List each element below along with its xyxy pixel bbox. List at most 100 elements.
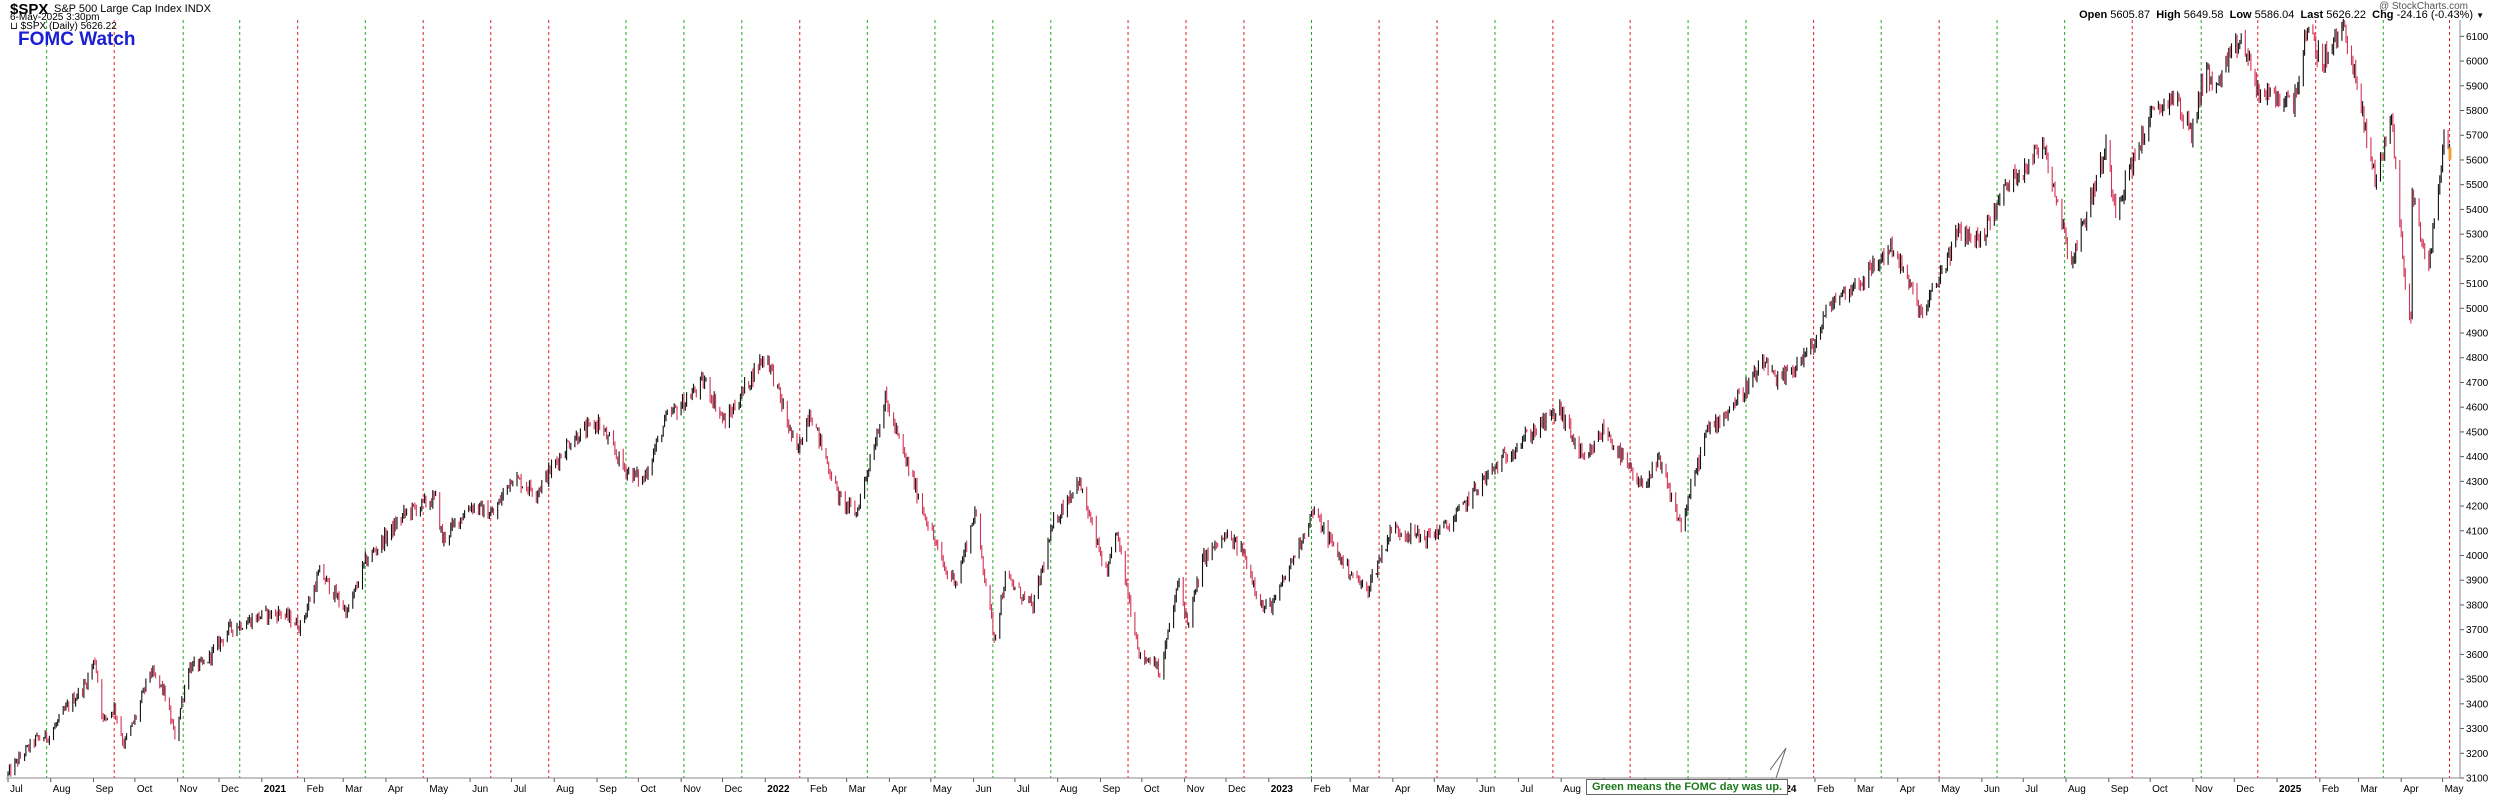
y-tick-label: 3800 bbox=[2466, 600, 2489, 611]
chart-title: FOMC Watch bbox=[18, 29, 136, 50]
y-tick-label: 4000 bbox=[2466, 551, 2489, 562]
x-tick-label: Aug bbox=[1060, 784, 1078, 795]
last-value: 5626.22 bbox=[2326, 9, 2366, 21]
x-tick-label: Jul bbox=[10, 784, 23, 795]
open-label: Open bbox=[2079, 9, 2108, 21]
y-tick-label: 5200 bbox=[2466, 254, 2489, 265]
fomc-lines bbox=[46, 20, 2450, 778]
y-tick-label: 4600 bbox=[2466, 403, 2489, 414]
x-tick-label: Apr bbox=[2403, 784, 2419, 795]
x-tick-label: Aug bbox=[556, 784, 574, 795]
y-tick-label: 5700 bbox=[2466, 131, 2489, 142]
x-tick-label: Mar bbox=[345, 784, 363, 795]
x-tick-label: Jul bbox=[1520, 784, 1533, 795]
chart-date: 6-May-2025 3:30pm bbox=[10, 12, 100, 23]
y-tick-label: 4500 bbox=[2466, 427, 2489, 438]
x-tick-label: 2023 bbox=[1271, 784, 1294, 795]
y-tick-label: 3400 bbox=[2466, 699, 2489, 710]
y-tick-label: 5800 bbox=[2466, 106, 2489, 117]
x-tick-label: Mar bbox=[2360, 784, 2378, 795]
y-tick-label: 6100 bbox=[2466, 32, 2489, 43]
y-tick-label: 4700 bbox=[2466, 378, 2489, 389]
index-name: S&P 500 Large Cap Index INDX bbox=[54, 3, 211, 15]
x-tick-label: Nov bbox=[683, 784, 701, 795]
last-price-marker bbox=[2448, 147, 2452, 160]
y-tick-label: 4900 bbox=[2466, 329, 2489, 340]
y-tick-label: 4400 bbox=[2466, 452, 2489, 463]
x-tick-label: Jun bbox=[472, 784, 488, 795]
y-tick-label: 3900 bbox=[2466, 576, 2489, 587]
y-tick-label: 3100 bbox=[2466, 774, 2489, 785]
legend-label: $SPX (Daily) 5626.22 bbox=[20, 21, 117, 32]
x-tick-label: Oct bbox=[640, 784, 656, 795]
y-tick-label: 4100 bbox=[2466, 526, 2489, 537]
chg-value: -24.16 (-0.43%) bbox=[2396, 9, 2474, 21]
y-tick-label: 3700 bbox=[2466, 625, 2489, 636]
x-tick-label: Oct bbox=[1144, 784, 1160, 795]
y-tick-label: 4200 bbox=[2466, 502, 2489, 513]
high-label: High bbox=[2156, 9, 2181, 21]
x-tick-label: May bbox=[429, 784, 448, 795]
x-tick-label: 2025 bbox=[2279, 784, 2302, 795]
price-series bbox=[7, 18, 2452, 777]
x-tick-label: Jul bbox=[1017, 784, 1030, 795]
y-axis: 3100 3200 3300 3400 3500 3600 3700 3800 3900 4000… bbox=[2460, 32, 2489, 785]
y-tick-label: 5300 bbox=[2466, 230, 2489, 241]
x-tick-label: Jun bbox=[976, 784, 992, 795]
x-tick-label: Dec bbox=[2236, 784, 2254, 795]
x-tick-label: Mar bbox=[849, 784, 867, 795]
x-tick-label: Jun bbox=[1479, 784, 1495, 795]
x-tick-label: Apr bbox=[891, 784, 907, 795]
y-tick-label: 5900 bbox=[2466, 81, 2489, 92]
series-legend: ⊔ $SPX (Daily) 5626.22 bbox=[10, 21, 117, 32]
watermark: @ StockCharts.com bbox=[2378, 1, 2468, 12]
y-tick-label: 4300 bbox=[2466, 477, 2489, 488]
last-label: Last bbox=[2300, 9, 2324, 21]
x-tick-label: May bbox=[933, 784, 952, 795]
ticker-symbol: $SPX bbox=[10, 1, 49, 18]
plot-frame bbox=[5, 19, 2500, 789]
x-tick-label: Feb bbox=[307, 784, 325, 795]
x-tick-label: 2022 bbox=[767, 784, 790, 795]
open-value: 5605.87 bbox=[2110, 9, 2151, 21]
y-tick-label: 5500 bbox=[2466, 180, 2489, 191]
x-tick-label: Aug bbox=[2068, 784, 2086, 795]
x-tick-label: Feb bbox=[2322, 784, 2340, 795]
x-tick-label: Nov bbox=[1187, 784, 1205, 795]
x-tick-label: Jul bbox=[513, 784, 526, 795]
x-tick-label: Sep bbox=[2111, 784, 2129, 795]
x-tick-label: Aug bbox=[1563, 784, 1581, 795]
x-axis: Jul Aug Sep Oct Nov Dec 2021 Feb Mar Apr May Jun Jul… bbox=[7, 778, 2464, 795]
x-tick-label: Mar bbox=[1857, 784, 1875, 795]
x-tick-label: Apr bbox=[388, 784, 404, 795]
ohlc-summary: Open 5605.87 High 5649.58 Low 5586.04 La… bbox=[2079, 9, 2484, 21]
x-tick-label: Sep bbox=[599, 784, 617, 795]
x-tick-label: Apr bbox=[1395, 784, 1411, 795]
legend-icon: ⊔ bbox=[10, 21, 18, 32]
annotation-note: Green means the FOMC day was up. bbox=[1586, 779, 1789, 795]
x-tick-label: Dec bbox=[1228, 784, 1246, 795]
y-tick-label: 3600 bbox=[2466, 650, 2489, 661]
x-tick-label: Nov bbox=[2195, 784, 2213, 795]
low-value: 5586.04 bbox=[2254, 9, 2295, 21]
x-tick-label: May bbox=[1436, 784, 1455, 795]
x-tick-label: Mar bbox=[1352, 784, 1370, 795]
y-tick-label: 4800 bbox=[2466, 353, 2489, 364]
y-tick-label: 3500 bbox=[2466, 675, 2489, 686]
x-tick-label: Jun bbox=[1984, 784, 2000, 795]
x-tick-label: Aug bbox=[53, 784, 71, 795]
x-tick-label: Nov bbox=[180, 784, 198, 795]
x-tick-label: May bbox=[2445, 784, 2464, 795]
y-tick-label: 5400 bbox=[2466, 205, 2489, 216]
x-tick-label: Dec bbox=[725, 784, 743, 795]
x-tick-label: Feb bbox=[1314, 784, 1332, 795]
y-tick-label: 5100 bbox=[2466, 279, 2489, 290]
chg-label: Chg bbox=[2372, 9, 2394, 21]
x-tick-label: Feb bbox=[1817, 784, 1835, 795]
y-tick-label: 5000 bbox=[2466, 304, 2489, 315]
x-tick-label: Dec bbox=[221, 784, 239, 795]
x-tick-label: 2021 bbox=[264, 784, 287, 795]
x-tick-label: Feb bbox=[810, 784, 828, 795]
chg-arrow-icon: ▼ bbox=[2476, 11, 2484, 20]
